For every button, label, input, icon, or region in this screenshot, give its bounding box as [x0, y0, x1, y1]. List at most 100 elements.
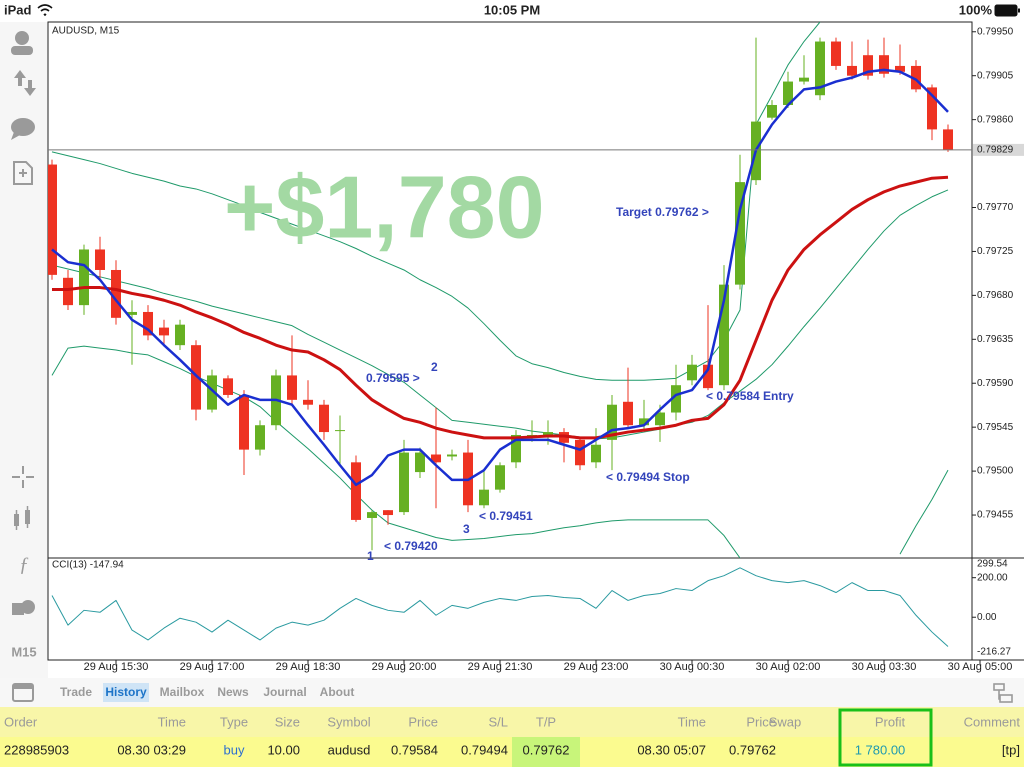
table-header: Swap: [769, 714, 802, 729]
candle-body: [495, 465, 505, 490]
annotation: Target 0.79762 >: [616, 205, 709, 219]
line-series: [51, 567, 949, 647]
annotation: 1: [367, 549, 374, 563]
table-cell: 0.79494: [461, 742, 508, 757]
candle-body: [175, 324, 185, 346]
table-header: T/P: [536, 714, 556, 729]
candle-body: [655, 412, 665, 426]
candle-body: [111, 269, 121, 318]
table-header: Profit: [875, 714, 906, 729]
candle-body: [847, 65, 857, 76]
candle-body: [127, 311, 137, 315]
x-tick-label: 29 Aug 23:00: [564, 661, 629, 673]
candle-body: [255, 425, 265, 450]
tab[interactable]: Trade: [60, 685, 92, 699]
y-tick-label: 299.54: [977, 559, 1008, 570]
y-tick-label: 0.79590: [977, 378, 1014, 389]
battery-level: 100%: [959, 2, 993, 17]
candle-body: [575, 439, 585, 466]
table-header: Order: [4, 714, 38, 729]
candle-body: [687, 364, 697, 381]
candle-body: [943, 129, 953, 150]
candle-body: [335, 430, 345, 432]
toolbar-icons: ƒ: [11, 31, 36, 615]
tab[interactable]: About: [320, 685, 355, 699]
candle-body: [895, 65, 905, 72]
table-header: Time: [158, 714, 186, 729]
current-price-box: [973, 143, 1024, 156]
candle-body: [719, 284, 729, 386]
candle-body: [207, 375, 217, 410]
y-tick-label: 0.00: [977, 612, 997, 623]
candle-body: [415, 452, 425, 473]
indicators-icon[interactable]: ƒ: [19, 554, 29, 576]
device-name: iPad: [4, 2, 32, 17]
tab-bar: [0, 678, 1024, 707]
x-tick-label: 30 Aug 02:00: [756, 661, 821, 673]
calendar-icon[interactable]: [12, 683, 34, 702]
table-header: Time: [678, 714, 706, 729]
tab-active[interactable]: History: [105, 685, 147, 699]
y-tick-label: 0.79500: [977, 466, 1014, 477]
candle-body: [239, 394, 249, 450]
x-tick-label: 30 Aug 05:00: [948, 661, 1013, 673]
tab[interactable]: News: [217, 685, 249, 699]
candle-body: [383, 510, 393, 516]
profit-highlight-box: [838, 708, 933, 767]
x-tick-label: 29 Aug 20:00: [372, 661, 437, 673]
candle-body: [879, 55, 889, 74]
objects-icon[interactable]: [12, 600, 35, 615]
table-cell: 08.30 05:07: [637, 742, 706, 757]
new-order-icon[interactable]: [13, 161, 33, 185]
x-tick-label: 30 Aug 03:30: [852, 661, 917, 673]
line-series: [51, 68, 949, 487]
cci-title: CCI(13) -147.94: [52, 560, 124, 571]
current-price-label: 0.79829: [977, 145, 1014, 156]
tab[interactable]: Mailbox: [160, 685, 205, 699]
x-tick-label: 29 Aug 21:30: [468, 661, 533, 673]
candle-body: [479, 489, 489, 506]
axes: 0.79950 0.79905 0.79860 0.79770 0.79725 0.796…: [84, 26, 1024, 673]
x-tick-label: 29 Aug 15:30: [84, 661, 149, 673]
table-header: Price: [408, 714, 438, 729]
line-series: [51, 345, 741, 558]
table-header: Size: [275, 714, 300, 729]
cci-plot: [51, 567, 949, 647]
account-icon[interactable]: [11, 31, 33, 55]
table-header: Type: [220, 714, 248, 729]
candle-body: [223, 378, 233, 395]
timeframe-button[interactable]: M15: [11, 644, 36, 659]
candle-body: [191, 345, 201, 410]
table-header: Comment: [964, 714, 1021, 729]
annotation: < 0.79494 Stop: [606, 470, 690, 484]
annotation: < 0.79420: [384, 539, 438, 553]
x-tick-label: 29 Aug 17:00: [180, 661, 245, 673]
candle-body: [79, 249, 89, 306]
crosshair-icon[interactable]: [12, 466, 34, 488]
candle-body: [351, 462, 361, 520]
y-tick-label: 0.79905: [977, 70, 1014, 81]
tab-selected-bg: [103, 683, 149, 702]
chat-icon[interactable]: [11, 118, 35, 140]
chart-title: AUDUSD, M15: [52, 26, 120, 37]
candle-body: [799, 77, 809, 82]
table-header: S/L: [488, 714, 508, 729]
candle-body: [783, 81, 793, 105]
line-series: [52, 175, 949, 440]
table-header-bg: [0, 707, 1024, 737]
table-cell: 0.79762: [523, 742, 570, 757]
candle-body: [639, 418, 649, 426]
y-tick-label: -216.27: [977, 647, 1011, 658]
y-tick-label: 0.79680: [977, 290, 1014, 301]
table-cell: 228985903: [4, 742, 69, 757]
table-cell: 1 780.00: [855, 742, 906, 757]
quotes-icon[interactable]: [14, 70, 36, 96]
chart-type-icon[interactable]: [14, 506, 30, 530]
candle-body: [159, 327, 169, 336]
layout-icon[interactable]: [993, 683, 1013, 703]
candle-body: [911, 65, 921, 90]
candle-body: [431, 454, 441, 463]
tab[interactable]: Journal: [263, 685, 306, 699]
